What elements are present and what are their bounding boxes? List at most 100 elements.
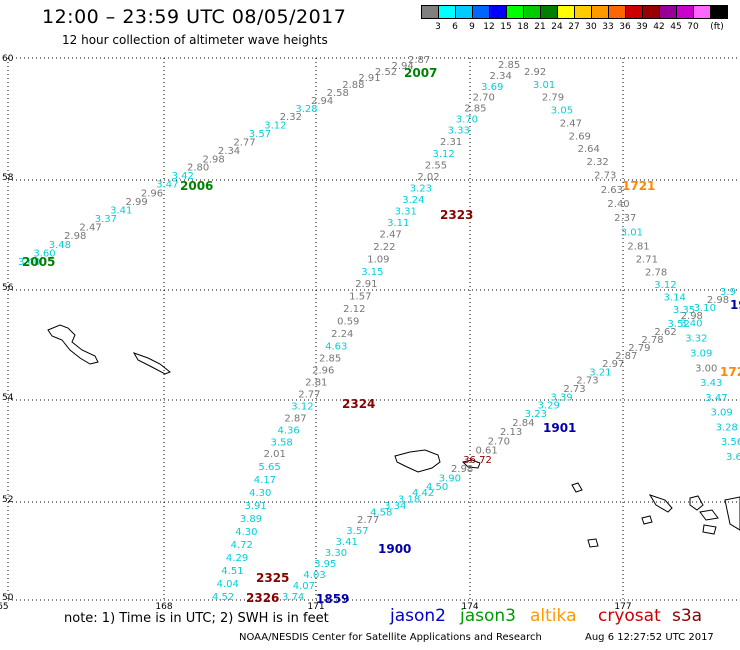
scale-label: 15 — [500, 22, 512, 32]
wave-height-value: 2.63 — [601, 185, 623, 196]
wave-height-value: 3.00 — [695, 363, 717, 374]
wave-height-value: 4.17 — [254, 475, 276, 486]
scale-label: 39 — [636, 22, 648, 32]
wave-height-value: 0.61 — [475, 446, 497, 457]
wave-height-value: 3.11 — [387, 218, 409, 229]
wave-height-value: 3.60 — [33, 248, 55, 259]
lat-label: 56 — [2, 283, 14, 293]
wave-height-value: 2.73 — [594, 171, 616, 182]
wave-height-value: 2.73 — [576, 376, 598, 387]
wave-height-value: 2.02 — [417, 172, 439, 183]
wave-height-value: 2.97 — [602, 359, 624, 370]
wave-height-value: 2.87 — [615, 351, 637, 362]
time-label: 1721 — [622, 179, 655, 193]
time-label: 2005 — [22, 255, 55, 269]
wave-height-value: 3.39 — [550, 392, 572, 403]
wave-height-value: 3.35 — [673, 305, 695, 316]
wave-height-value: 2.64 — [578, 144, 600, 155]
wave-height-value: 2.52 — [375, 67, 397, 78]
scale-label: 42 — [653, 22, 665, 32]
wave-height-value: 2.91 — [358, 73, 380, 84]
time-label: 2007 — [404, 66, 437, 80]
wave-height-value: 2.77 — [357, 515, 379, 526]
scale-label: 21 — [534, 22, 546, 32]
wave-height-value: 2.98 — [64, 231, 86, 242]
wave-height-value: 4.29 — [226, 553, 248, 564]
island-east-c — [689, 495, 704, 511]
lat-label: 54 — [2, 393, 14, 403]
wave-height-value: 2.77 — [233, 137, 255, 148]
wave-height-value: 2.81 — [627, 242, 649, 253]
wave-height-value: 3.89 — [240, 514, 262, 525]
time-label: 1901 — [543, 421, 576, 435]
wave-height-value: 2.91 — [355, 279, 377, 290]
wave-height-value: 3.40 — [18, 257, 40, 268]
wave-height-value: 4.03 — [303, 570, 325, 581]
time-label: 2323 — [440, 208, 473, 222]
coastline — [47, 324, 740, 548]
lon-label: 168 — [155, 602, 172, 612]
island-east-g — [641, 515, 653, 525]
wave-height-value: 2.73 — [563, 384, 585, 395]
wave-height-value: 2.32 — [280, 112, 302, 123]
wave-height-value: 3.37 — [95, 214, 117, 225]
wave-height-value: 2.94 — [311, 96, 333, 107]
wave-height-value: 2.37 — [614, 213, 636, 224]
wave-height-value: 3.34 — [384, 501, 406, 512]
island-nunivak — [394, 449, 441, 473]
wave-height-value: 2.96 — [312, 366, 334, 377]
wave-height-value: 3.91 — [245, 501, 267, 512]
lat-lon-grid: 60 58 56 54 52 50165 168 171 174 177 — [0, 54, 740, 612]
scale-label: 27 — [568, 22, 580, 32]
scale-label: 36 — [619, 22, 631, 32]
wave-height-value: 2.34 — [218, 146, 240, 157]
wave-height-value: 0.59 — [337, 316, 359, 327]
satellite-legend-altika: altika — [530, 606, 577, 626]
lon-label: 165 — [0, 602, 9, 612]
wave-height-value: 4.58 — [370, 507, 392, 518]
wave-height-value: 2.98 — [202, 154, 224, 165]
time-label: 2324 — [342, 397, 375, 411]
footer-note: note: 1) Time is in UTC; 2) SWH is in fe… — [64, 611, 329, 626]
wave-height-value: 2.99 — [125, 197, 147, 208]
wave-height-value: 3.47 — [705, 393, 727, 404]
wave-height-value: 3.58 — [271, 437, 293, 448]
satellite-legend-s3a: s3a — [672, 606, 703, 626]
wave-height-value: 3.40 — [680, 319, 702, 330]
wave-height-value: 2.88 — [342, 80, 364, 91]
wave-height-value: 4.51 — [221, 566, 243, 577]
wave-height-value: 2.32 — [587, 157, 609, 168]
scale-unit: (ft) — [710, 22, 724, 32]
wave-height-value: 3.33 — [448, 126, 470, 137]
wave-height-value: 3.32 — [685, 334, 707, 345]
wave-height-value: 3.52 — [668, 319, 690, 330]
wave-height-value: 2.77 — [298, 390, 320, 401]
wave-height-value: 3.56 — [721, 437, 740, 448]
wave-height-value: 2.78 — [641, 335, 663, 346]
wave-height-value: 3.70 — [456, 115, 478, 126]
lon-label: 177 — [614, 602, 631, 612]
scale-label: 12 — [483, 22, 495, 32]
time-label: 2326 — [246, 591, 279, 605]
time-label: 2325 — [256, 571, 289, 585]
wave-height-value: 2.98 — [681, 311, 703, 322]
wave-height-value: 3.90 — [439, 473, 461, 484]
footer-timestamp: Aug 6 12:27:52 UTC 2017 — [585, 632, 714, 643]
wave-height-value: 2.22 — [373, 242, 395, 253]
wave-height-value: 3.23 — [410, 183, 432, 194]
island-coast-south — [462, 459, 481, 469]
wave-height-value: 2.70 — [473, 93, 495, 104]
scale-label: 33 — [602, 22, 614, 32]
wave-height-value: 3.09 — [710, 408, 732, 419]
wave-height-value: 2.62 — [654, 327, 676, 338]
wave-height-value: 3.31 — [395, 207, 417, 218]
wave-height-value: 4.30 — [235, 527, 257, 538]
scale-label: 6 — [452, 22, 458, 32]
wave-height-value: 3.01 — [533, 80, 555, 91]
time-label: 19 — [730, 298, 740, 312]
wave-height-value: 3.14 — [664, 293, 686, 304]
wave-height-value: 3.21 — [589, 367, 611, 378]
wave-height-value: 4.07 — [293, 581, 315, 592]
wave-height-value: 3.12 — [654, 280, 676, 291]
wave-height-value: 5.65 — [258, 462, 280, 473]
